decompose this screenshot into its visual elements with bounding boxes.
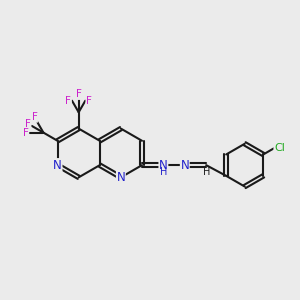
Text: F: F (25, 119, 31, 129)
Text: F: F (22, 128, 28, 138)
Text: F: F (76, 89, 82, 99)
Text: N: N (116, 171, 125, 184)
Text: F: F (86, 96, 92, 106)
Text: H: H (202, 167, 210, 177)
Text: N: N (53, 159, 62, 172)
Text: F: F (65, 96, 71, 106)
Text: N: N (180, 159, 189, 172)
Text: N: N (159, 159, 168, 172)
Text: Cl: Cl (274, 143, 285, 153)
Text: F: F (32, 112, 38, 122)
Text: H: H (160, 167, 167, 177)
